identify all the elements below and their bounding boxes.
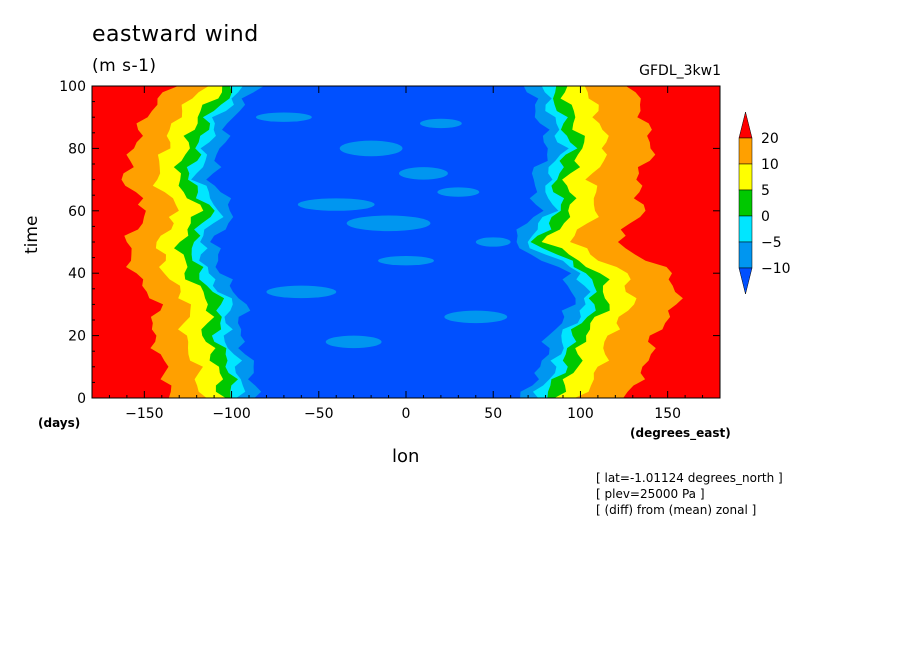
- y-tick-label: 60: [68, 204, 86, 220]
- core-patch-4: [266, 285, 337, 299]
- colorbar-box-0: [738, 137, 753, 165]
- y-tick-label: 40: [68, 266, 86, 282]
- colorbar-box-3: [738, 215, 753, 243]
- core-patch-1: [297, 198, 375, 211]
- colorbar-box-4: [738, 241, 753, 269]
- contour-field: [92, 86, 720, 398]
- colorbar-box-2: [738, 189, 753, 217]
- x-tick-label: 100: [567, 406, 594, 422]
- colorbar-label: 10: [761, 157, 779, 173]
- x-tick-label: −50: [304, 406, 334, 422]
- note-plev: [ plev=25000 Pa ]: [596, 487, 705, 501]
- y-tick-label: 100: [59, 79, 86, 95]
- x-tick-label: 50: [484, 406, 502, 422]
- y-axis-unit: (days): [38, 416, 81, 430]
- x-tick-label: −150: [125, 406, 163, 422]
- east-band-level-6: [617, 86, 720, 398]
- core-patch-10: [475, 237, 511, 247]
- colorbar: 20 10 5 0 −5 −10: [738, 111, 791, 295]
- colorbar-label: −10: [761, 261, 791, 277]
- chart-units: (m s-1): [92, 56, 157, 76]
- core-patch-9: [255, 112, 312, 122]
- west-band-level-6: [92, 86, 179, 398]
- x-axis-label: lon: [392, 446, 420, 467]
- colorbar-extend-top: [738, 111, 753, 139]
- plot-axes: −150 −100 −50 0 50 100 150 0 20 40 60 80 100: [59, 79, 721, 422]
- y-tick-label: 20: [68, 329, 86, 345]
- x-tick-label: 150: [654, 406, 681, 422]
- chart-title: eastward wind: [92, 22, 259, 47]
- y-tick-label: 80: [68, 141, 86, 157]
- core-patch-8: [419, 118, 462, 129]
- core-patch-3: [437, 187, 480, 197]
- colorbar-label: 5: [761, 183, 770, 199]
- y-tick-label: 0: [77, 391, 86, 407]
- colorbar-box-1: [738, 163, 753, 191]
- dataset-label: GFDL_3kw1: [639, 63, 721, 79]
- metadata-notes: [ lat=-1.01124 degrees_north ] [ plev=25…: [596, 470, 783, 518]
- note-diff: [ (diff) from (mean) zonal ]: [596, 503, 757, 517]
- core-patch-2: [399, 167, 448, 180]
- x-axis-unit: (degrees_east): [630, 426, 731, 440]
- core-patch-5: [378, 256, 434, 266]
- note-lat: [ lat=-1.01124 degrees_north ]: [596, 471, 783, 485]
- colorbar-label: −5: [761, 235, 782, 251]
- colorbar-extend-bottom: [738, 267, 753, 295]
- colorbar-label: 0: [761, 209, 770, 225]
- core-patch-11: [346, 215, 431, 232]
- x-tick-label: −100: [212, 406, 250, 422]
- colorbar-label: 20: [761, 131, 779, 147]
- core-patch-7: [325, 335, 382, 349]
- core-patch-6: [444, 310, 508, 324]
- core-patch-0: [339, 140, 403, 157]
- x-tick-label: 0: [402, 406, 411, 422]
